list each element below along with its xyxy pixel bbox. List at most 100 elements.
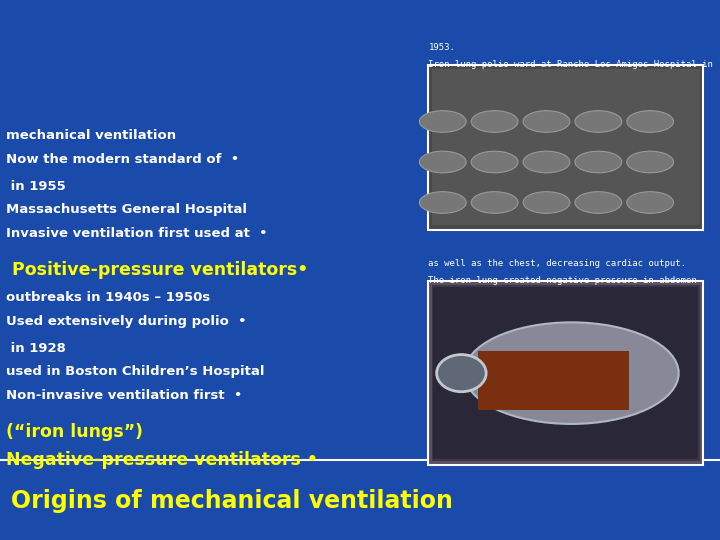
Bar	[0, 10, 720, 11]
Bar	[0, 6, 720, 7]
Bar	[0, 15, 720, 16]
Bar	[0, 33, 720, 34]
Bar	[0, 62, 720, 63]
Ellipse shape	[523, 192, 570, 213]
Bar	[0, 28, 720, 29]
Bar	[0, 51, 720, 52]
Bar	[0, 2, 720, 3]
Bar	[0, 63, 720, 64]
Text: Invasive ventilation first used at  •: Invasive ventilation first used at •	[6, 227, 267, 240]
Bar	[0, 44, 720, 45]
Text: 1953.: 1953.	[428, 43, 455, 52]
Bar	[0, 76, 720, 77]
Bar	[0, 61, 720, 62]
Ellipse shape	[472, 192, 518, 213]
Bar	[0, 24, 720, 25]
Bar	[0, 35, 720, 36]
Bar	[0, 68, 720, 69]
Circle shape	[436, 355, 486, 392]
Bar	[0, 0, 720, 460]
Bar	[0, 31, 720, 32]
Ellipse shape	[419, 111, 467, 132]
Text: Negative-pressure ventilators •: Negative-pressure ventilators •	[6, 451, 318, 469]
Text: Iron lung polio ward at Rancho Los Amigos Hospital in: Iron lung polio ward at Rancho Los Amigo…	[428, 60, 714, 70]
Bar	[0, 54, 720, 55]
Bar	[0, 56, 720, 57]
Ellipse shape	[575, 151, 621, 173]
Bar	[0, 0, 720, 1]
Bar	[0, 50, 720, 51]
Bar	[0, 22, 720, 23]
Bar	[0, 3, 720, 4]
Bar	[0, 39, 720, 40]
Text: Origins of mechanical ventilation: Origins of mechanical ventilation	[11, 489, 453, 512]
Bar	[0, 57, 720, 58]
Bar	[0, 21, 720, 22]
Ellipse shape	[419, 192, 467, 213]
Bar	[0, 19, 720, 20]
Bar	[0, 16, 720, 17]
Bar	[0, 27, 720, 28]
Bar	[0, 53, 720, 54]
Text: outbreaks in 1940s – 1950s: outbreaks in 1940s – 1950s	[6, 291, 210, 304]
Bar	[0, 46, 720, 47]
Bar	[0, 7, 720, 8]
Bar	[0, 32, 720, 33]
Ellipse shape	[472, 111, 518, 132]
Bar	[0, 38, 720, 39]
Ellipse shape	[523, 111, 570, 132]
Text: Massachusetts General Hospital: Massachusetts General Hospital	[6, 204, 247, 217]
Bar	[0, 71, 720, 72]
Ellipse shape	[575, 192, 621, 213]
Ellipse shape	[523, 151, 570, 173]
Bar	[0, 34, 720, 35]
Bar	[0, 1, 720, 2]
Bar	[0, 65, 720, 66]
Bar	[0, 13, 720, 14]
Bar	[0, 78, 720, 79]
Bar	[0, 37, 720, 38]
Bar	[0, 52, 720, 53]
Ellipse shape	[575, 111, 621, 132]
Bar	[0, 64, 720, 65]
Bar	[0, 67, 720, 68]
Bar	[432, 69, 700, 225]
Bar	[0, 20, 720, 21]
Ellipse shape	[419, 151, 467, 173]
Bar	[0, 5, 720, 6]
Bar	[0, 41, 720, 42]
Text: in 1928: in 1928	[6, 342, 66, 355]
Bar	[0, 42, 720, 43]
Bar	[0, 14, 720, 15]
Ellipse shape	[472, 151, 518, 173]
Ellipse shape	[464, 322, 679, 424]
Bar	[0, 48, 720, 49]
Bar	[0, 43, 720, 44]
Bar	[433, 287, 698, 459]
Bar	[0, 77, 720, 78]
Bar	[0, 23, 720, 24]
Bar	[0, 59, 720, 60]
Text: Non-invasive ventilation first  •: Non-invasive ventilation first •	[6, 389, 242, 402]
Bar	[428, 65, 703, 230]
Text: as well as the chest, decreasing cardiac output.: as well as the chest, decreasing cardiac…	[428, 259, 686, 268]
Bar	[0, 72, 720, 73]
Bar	[0, 18, 720, 19]
Bar	[432, 285, 700, 461]
Bar	[0, 47, 720, 48]
Text: Used extensively during polio  •: Used extensively during polio •	[6, 315, 246, 328]
Bar	[0, 4, 720, 5]
Bar	[0, 17, 720, 18]
Bar	[0, 55, 720, 56]
Bar	[0, 26, 720, 27]
Bar	[0, 69, 720, 70]
Bar	[0, 70, 720, 71]
Text: Now the modern standard of  •: Now the modern standard of •	[6, 153, 239, 166]
Ellipse shape	[626, 192, 674, 213]
Text: Positive-pressure ventilators•: Positive-pressure ventilators•	[6, 261, 308, 279]
Text: The iron lung created negative pressure in abdomen: The iron lung created negative pressure …	[428, 276, 697, 286]
Ellipse shape	[626, 151, 674, 173]
Text: (“iron lungs”): (“iron lungs”)	[6, 423, 143, 441]
Bar	[0, 30, 720, 31]
Bar	[0, 25, 720, 26]
